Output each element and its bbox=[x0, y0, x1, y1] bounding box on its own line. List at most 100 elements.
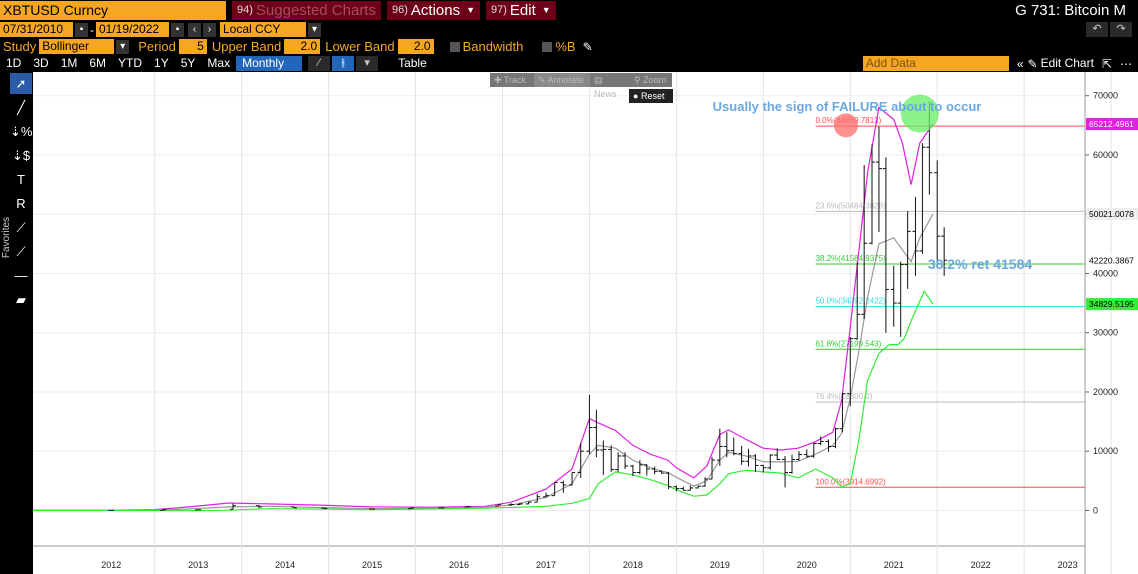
page-title: G 731: Bitcoin M bbox=[1015, 2, 1126, 19]
bandwidth-checkbox[interactable] bbox=[449, 41, 460, 52]
y-tick-label: 10000 bbox=[1093, 446, 1118, 456]
x-axis-background bbox=[33, 546, 1085, 574]
reset-label: Reset bbox=[640, 91, 665, 101]
redo-icon[interactable]: ↷ bbox=[1110, 22, 1132, 37]
more-icon[interactable]: ⋯ bbox=[1120, 56, 1132, 71]
track-button[interactable]: ✚ Track bbox=[490, 73, 534, 87]
x-tick-label: 2013 bbox=[188, 560, 208, 570]
price-tag-background bbox=[1086, 208, 1138, 221]
annotate-button[interactable]: ✎ Annotate bbox=[534, 73, 590, 87]
x-tick-label: 2022 bbox=[971, 560, 991, 570]
add-data-input[interactable]: Add Data bbox=[862, 56, 1009, 71]
y-tick-label: 0 bbox=[1093, 505, 1098, 515]
calendar-icon[interactable]: ▪ bbox=[171, 22, 184, 37]
ray-line-icon[interactable]: ⟋ bbox=[16, 244, 26, 259]
range-1d[interactable]: 1D bbox=[6, 56, 22, 70]
dollar-tool-icon[interactable]: ⇣$ bbox=[11, 148, 31, 163]
chart-type-dropdown-icon[interactable]: ▾ bbox=[356, 56, 379, 71]
undo-icon[interactable]: ↶ bbox=[1086, 22, 1108, 37]
channel-tool-icon[interactable]: ▰ bbox=[16, 292, 26, 307]
line-chart-icon[interactable]: ⁄ bbox=[308, 56, 331, 71]
range-1y[interactable]: 1Y bbox=[154, 56, 169, 70]
study-bar: Study Bollinger ▾ Period 5 Upper Band 2.… bbox=[0, 38, 1138, 55]
date-separator: - bbox=[90, 22, 94, 37]
range-6m[interactable]: 6M bbox=[89, 56, 107, 70]
price-chart[interactable]: 0.0%(64869.7813)23.6%(50484.3828)38.2%(4… bbox=[0, 72, 1138, 574]
table-button[interactable]: Table bbox=[398, 56, 427, 70]
price-tag-label: 34829.5195 bbox=[1089, 299, 1134, 309]
price-tag-label: 65212.4961 bbox=[1089, 119, 1134, 129]
fib-level-label: 38.2%(41584.9375) bbox=[815, 254, 886, 263]
x-tick-label: 2017 bbox=[536, 560, 556, 570]
pctb-checkbox[interactable] bbox=[542, 41, 553, 52]
range-max[interactable]: Max bbox=[207, 56, 231, 70]
period-label: Period bbox=[138, 39, 176, 54]
suggested-charts-button[interactable]: 94) Suggested Charts bbox=[232, 1, 381, 20]
cursor-icon[interactable]: ➚ bbox=[10, 73, 32, 94]
series-line bbox=[33, 289, 934, 512]
lower-band-field[interactable]: 2.0 bbox=[397, 39, 434, 54]
series-line bbox=[33, 213, 934, 511]
news-button[interactable]: ▤ News bbox=[590, 73, 630, 99]
annotation-retracement[interactable]: 38.2% ret 41584 bbox=[928, 256, 1033, 272]
percent-tool-icon[interactable]: ⇣% bbox=[10, 124, 33, 139]
fib-level-label: 23.6%(50484.3828) bbox=[815, 201, 886, 210]
line-draw-icon[interactable]: ╱ bbox=[17, 100, 25, 115]
trend-line-icon[interactable]: ⟋ bbox=[16, 220, 26, 235]
y-tick-label: 30000 bbox=[1093, 328, 1118, 338]
expand-icon[interactable]: ⇱ bbox=[1101, 56, 1112, 71]
collapse-icon[interactable]: « bbox=[1016, 56, 1024, 71]
upper-band-label: Upper Band bbox=[211, 39, 282, 54]
top-bar: XBTUSD Curncy 94) Suggested Charts 96) A… bbox=[0, 0, 1138, 21]
zoom-label: Zoom bbox=[643, 75, 667, 85]
range-1m[interactable]: 1M bbox=[60, 56, 78, 70]
actions-number: 96) bbox=[391, 4, 408, 16]
news-label: News bbox=[594, 89, 617, 99]
y-tick-label: 40000 bbox=[1093, 268, 1118, 278]
study-select[interactable]: Bollinger bbox=[39, 39, 115, 54]
start-date-field[interactable]: 07/31/2010 bbox=[0, 22, 73, 37]
wrench-icon[interactable]: ✎ bbox=[1027, 56, 1038, 71]
dropdown-icon[interactable]: ▾ bbox=[116, 39, 130, 54]
bar-chart-icon[interactable]: ⫲ bbox=[332, 56, 355, 71]
dropdown-icon[interactable]: ▾ bbox=[308, 22, 321, 37]
x-tick-label: 2023 bbox=[1058, 560, 1078, 570]
frequency-select[interactable]: Monthly ▼ bbox=[236, 56, 303, 85]
x-tick-label: 2019 bbox=[710, 560, 730, 570]
upper-band-field[interactable]: 2.0 bbox=[284, 39, 321, 54]
suggested-charts-label: Suggested Charts bbox=[255, 2, 376, 19]
annotation-failure[interactable]: Usually the sign of FAILURE about to occ… bbox=[713, 99, 982, 114]
edit-menu-button[interactable]: 97) Edit ▼ bbox=[486, 1, 556, 20]
highlight-circle bbox=[833, 113, 858, 138]
range-ytd[interactable]: YTD bbox=[118, 56, 143, 70]
price-tag-background bbox=[1086, 254, 1138, 267]
horizontal-line-icon[interactable]: — bbox=[14, 268, 28, 283]
actions-menu-button[interactable]: 96) Actions ▼ bbox=[386, 1, 481, 20]
edit-chart-button[interactable]: Edit Chart bbox=[1040, 56, 1094, 70]
range-5y[interactable]: 5Y bbox=[180, 56, 196, 70]
fib-retracement-icon[interactable]: R bbox=[16, 196, 26, 211]
date-bar: 07/31/2010 ▪ - 01/19/2022 ▪ ‹ › Local CC… bbox=[0, 21, 1138, 38]
zoom-button[interactable]: ⚲ Zoom bbox=[630, 73, 672, 87]
pencil-icon[interactable]: ✎ bbox=[582, 39, 593, 54]
highlight-circle bbox=[900, 94, 939, 133]
currency-select[interactable]: Local CCY bbox=[220, 22, 306, 37]
prev-arrow-icon[interactable]: ‹ bbox=[188, 22, 201, 37]
range-3d[interactable]: 3D bbox=[33, 56, 49, 70]
period-field[interactable]: 5 bbox=[178, 39, 207, 54]
x-tick-label: 2018 bbox=[623, 560, 643, 570]
x-tick-label: 2015 bbox=[362, 560, 382, 570]
caret-down-icon: ▼ bbox=[541, 5, 551, 15]
text-tool-icon[interactable]: T bbox=[17, 172, 25, 187]
reset-button[interactable]: ● Reset bbox=[629, 89, 673, 103]
x-tick-label: 2020 bbox=[797, 560, 817, 570]
range-bar: 1D 3D 1M 6M YTD 1Y 5Y Max Monthly ▼ ⁄ ⫲ … bbox=[0, 55, 1138, 85]
actions-label: Actions bbox=[410, 2, 461, 19]
edit-number: 97) bbox=[491, 4, 507, 16]
calendar-icon[interactable]: ▪ bbox=[75, 22, 88, 37]
ticker-field[interactable]: XBTUSD Curncy bbox=[0, 1, 226, 20]
next-arrow-icon[interactable]: › bbox=[203, 22, 216, 37]
track-label: Track bbox=[503, 75, 527, 85]
end-date-field[interactable]: 01/19/2022 bbox=[96, 22, 169, 37]
price-tag-label: 50021.0078 bbox=[1089, 209, 1134, 219]
